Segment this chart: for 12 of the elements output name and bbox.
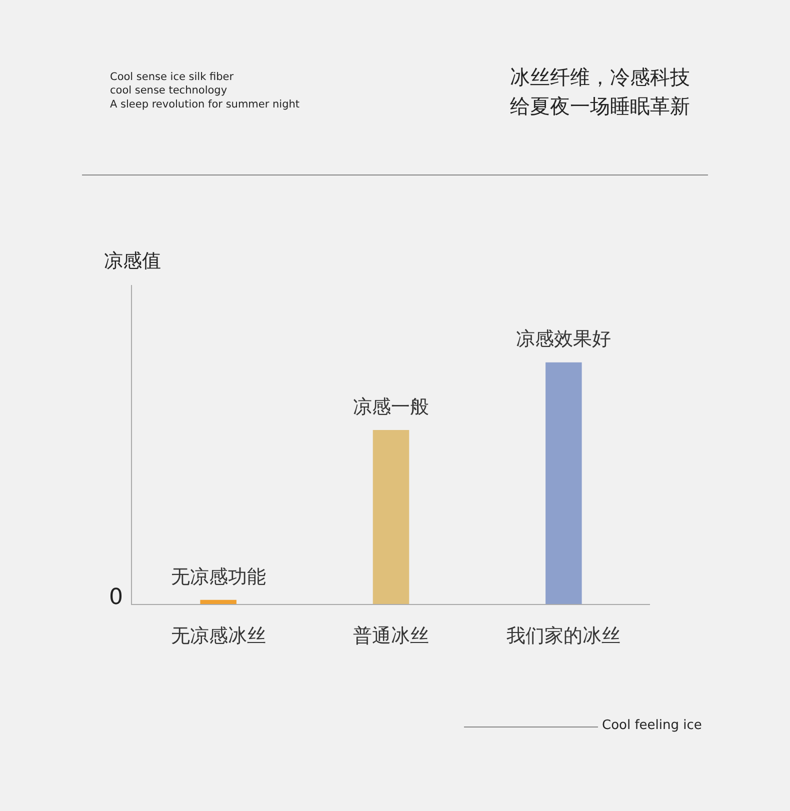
x-tick-label: 无凉感冰丝: [170, 624, 266, 647]
text: Cool feeling ice: [602, 718, 702, 733]
annotation: 无凉感功能: [171, 566, 266, 588]
text: 凉感值: [104, 250, 161, 272]
text: 给夏夜一场睡眠革新: [510, 94, 690, 118]
text: 0: [109, 585, 123, 610]
annotation: 凉感效果好: [516, 328, 611, 350]
x-tick-label: 我们家的冰丝: [506, 624, 621, 647]
text: Cool sense ice silk fiber cool sense technology A sleep revolution for summer night: [110, 71, 300, 110]
x-tick-label: 普通冰丝: [353, 624, 429, 647]
annotation: 凉感一般: [353, 396, 429, 418]
text: 冰丝纤维，冷感科技: [510, 65, 690, 89]
